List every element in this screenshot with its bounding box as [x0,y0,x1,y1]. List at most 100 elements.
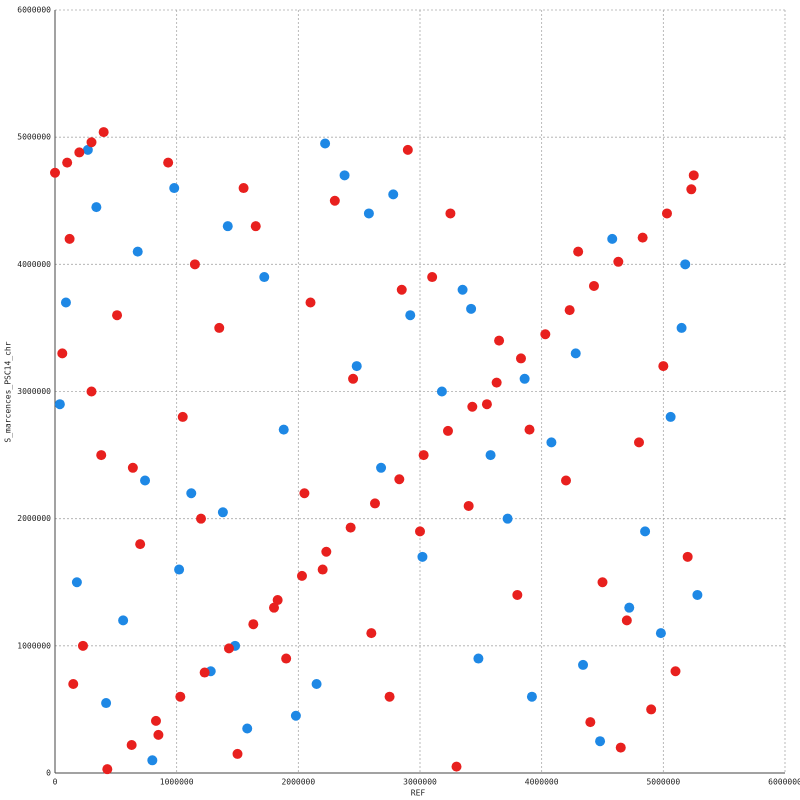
x-tick-label: 0 [53,778,58,787]
dot [466,303,477,314]
dot [588,280,599,291]
dot [524,424,535,435]
dot [415,526,425,537]
dot [369,498,380,509]
dot [613,256,624,267]
dot [175,691,186,702]
dot [242,723,253,734]
dot [502,513,513,524]
dot [546,437,557,448]
dot [396,284,407,295]
dot [250,221,261,232]
dot [573,246,584,257]
y-tick-label: 3000000 [17,387,51,396]
x-tick-label: 1000000 [160,778,194,787]
y-tick-label: 1000000 [17,641,51,650]
dot [451,761,462,772]
dot [417,551,428,562]
y-tick-label: 5000000 [17,133,51,142]
dot [217,507,228,518]
dot [196,513,206,524]
dot [561,475,571,486]
dot [54,399,65,410]
dot [366,628,377,639]
dot [526,691,537,702]
dot [467,401,478,412]
dot [311,678,322,689]
dot [384,691,395,702]
dot [363,208,374,219]
dot [189,259,200,270]
dot [481,399,492,410]
dot [153,729,164,740]
dot [688,170,699,181]
dot [661,208,672,219]
dot [388,189,399,200]
dot [351,361,362,372]
dot [512,589,523,600]
dot [186,488,197,499]
dot [96,450,107,461]
dot [132,246,143,257]
dot [177,411,188,422]
dot [169,183,180,194]
dot [305,297,316,308]
dot [321,546,332,557]
dot [86,137,97,148]
y-tick-label: 2000000 [17,514,51,523]
dot [624,602,635,613]
dot [519,373,530,384]
dot [394,474,405,485]
dot [199,667,210,678]
dot [91,202,102,213]
dot [485,450,496,461]
dot [473,653,484,664]
dot [597,577,608,588]
dot [621,615,632,626]
y-tick-label: 0 [46,769,51,778]
dot [402,144,413,155]
y-tick-label: 4000000 [17,260,51,269]
x-tick-label: 2000000 [281,778,315,787]
dot [259,272,270,283]
dot [223,643,234,654]
dot [50,167,60,178]
x-tick-label: 5000000 [646,778,680,787]
dot [491,377,502,388]
dot [290,710,301,721]
dot [77,640,88,651]
dot [57,348,68,359]
dot [570,348,581,359]
dot [564,305,575,316]
dot [135,539,146,550]
dot [442,425,453,436]
y-tick-label: 6000000 [17,6,51,15]
dot [269,602,279,613]
dot [112,310,123,321]
dot [64,233,75,244]
dot [682,551,693,562]
dot [102,764,113,775]
dot [329,195,340,206]
x-tick-label: 4000000 [525,778,559,787]
dot [615,742,626,753]
dot [457,284,468,295]
dot [68,678,79,689]
dot [607,233,618,244]
dot [222,221,233,232]
dot [418,450,429,461]
dot [658,361,669,372]
dot [71,577,82,588]
dot [348,373,359,384]
dot [101,698,112,709]
dot [445,208,456,219]
dot [427,272,438,283]
dot [86,386,97,397]
dot [646,704,657,715]
dot [680,259,691,270]
dot [540,329,551,340]
dot [637,232,648,243]
dot [345,522,356,533]
dot [436,386,447,397]
